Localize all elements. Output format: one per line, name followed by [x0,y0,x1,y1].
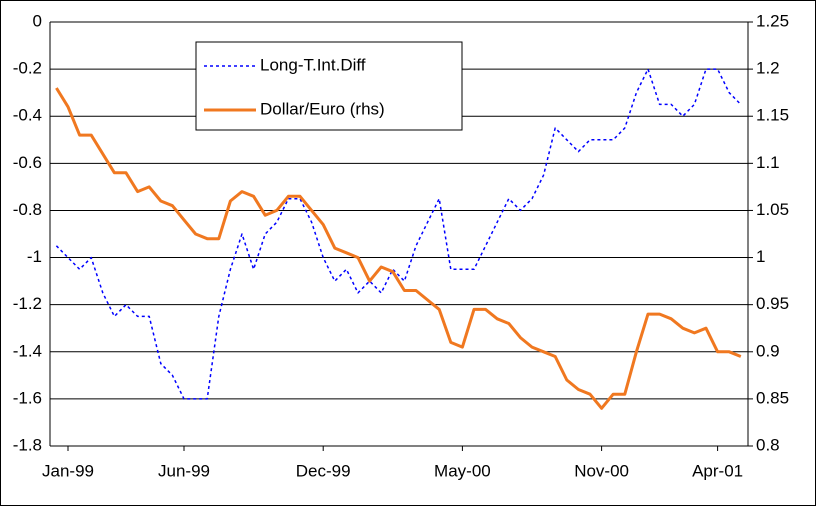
legend-label: Long-T.Int.Diff [260,55,366,74]
y-tick-label: -1.8 [13,435,42,454]
x-tick-label: Dec-99 [296,461,351,480]
y-tick-label: -0.8 [13,200,42,219]
y-tick-label: -1 [27,247,42,266]
y2-tick-label: 1.2 [756,59,780,78]
legend-label: Dollar/Euro (rhs) [260,99,385,118]
y2-tick-label: 1.15 [756,106,789,125]
x-tick-label: Jun-99 [158,461,210,480]
y-tick-label: -1.2 [13,294,42,313]
y2-tick-label: 0.85 [756,388,789,407]
y2-tick-label: 0.95 [756,294,789,313]
y2-tick-label: 0.9 [756,341,780,360]
x-tick-label: May-00 [434,461,491,480]
line-series [55,87,742,410]
y2-tick-label: 1.1 [756,153,780,172]
y-tick-label: -0.4 [13,106,42,125]
x-tick-label: Nov-00 [574,461,629,480]
y2-tick-label: 1.25 [756,11,789,30]
y2-tick-label: 0.8 [756,435,780,454]
y2-tick-label: 1.05 [756,200,789,219]
y-tick-label: -1.6 [13,388,42,407]
y-tick-label: -1.4 [13,341,42,360]
y2-tick-label: 1 [756,247,765,266]
y-tick-label: -0.2 [13,59,42,78]
x-tick-label: Apr-01 [692,461,743,480]
legend-box [195,41,463,131]
y-tick-label: -0.6 [13,153,42,172]
y-tick-label: 0 [33,11,42,30]
x-tick-label: Jan-99 [42,461,94,480]
line-series [55,68,742,400]
